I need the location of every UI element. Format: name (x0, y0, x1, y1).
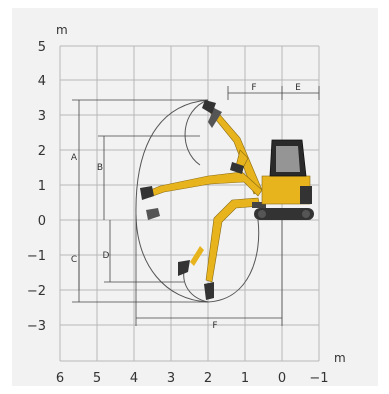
x-axis-ticks: 6 5 4 3 2 1 0 −1 (56, 371, 329, 386)
track-wheel (302, 210, 310, 218)
bucket-deep (204, 282, 214, 300)
y-tick-label: −3 (27, 319, 46, 334)
cab-window (276, 146, 300, 172)
dim-label-d: D (103, 251, 110, 261)
x-tick-label: 5 (93, 371, 101, 386)
dozer-blade (252, 202, 266, 208)
y-tick-label: 4 (38, 74, 46, 89)
inner-reach-arc (184, 99, 209, 166)
x-tick-label: 4 (130, 371, 138, 386)
excavator-body (252, 139, 314, 220)
bucket-raised (202, 100, 216, 114)
diagram-background (12, 8, 378, 386)
bucket-curled (146, 208, 160, 220)
dim-label-e-top: E (295, 83, 301, 93)
y-axis-ticks: 5 4 3 2 1 0 −1 −2 −3 (27, 40, 46, 334)
y-tick-label: 3 (38, 109, 46, 124)
excavator-tracks (254, 208, 314, 220)
y-tick-label: −2 (27, 284, 46, 299)
y-tick-label: 5 (38, 40, 46, 55)
y-tick-label: 1 (38, 179, 46, 194)
x-tick-label: 6 (56, 371, 64, 386)
dim-label-f-bottom: F (212, 321, 217, 331)
y-tick-label: 0 (38, 214, 46, 229)
lower-reach-arc (183, 269, 209, 303)
bucket-horizontal (140, 186, 154, 200)
x-tick-label: 2 (204, 371, 212, 386)
x-axis-unit-label: m (334, 351, 346, 365)
outer-reach-arc (135, 99, 260, 303)
dimension-lines (72, 86, 320, 326)
y-tick-label: 2 (38, 144, 46, 159)
dimension-labels: F E A B D C F (71, 83, 301, 331)
track-wheel (258, 210, 266, 218)
x-tick-label: −1 (309, 371, 328, 386)
bucket-mid (230, 162, 244, 174)
arm-position-raised (202, 100, 263, 195)
dim-label-f-top: F (251, 83, 256, 93)
working-range-envelope (135, 99, 260, 303)
y-axis-unit-label: m (56, 23, 68, 37)
dim-label-b: B (97, 163, 103, 173)
x-tick-label: 1 (241, 371, 249, 386)
dim-label-a: A (71, 153, 78, 163)
x-tick-label: 0 (278, 371, 286, 386)
y-tick-label: −1 (27, 249, 46, 264)
x-tick-label: 3 (167, 371, 175, 386)
counterweight (300, 186, 312, 204)
arm-positions (140, 100, 263, 300)
arm-position-mid (230, 149, 249, 174)
bucket-lower (178, 260, 190, 276)
dim-label-c: C (71, 255, 77, 265)
arm-position-horizontal (140, 171, 263, 220)
